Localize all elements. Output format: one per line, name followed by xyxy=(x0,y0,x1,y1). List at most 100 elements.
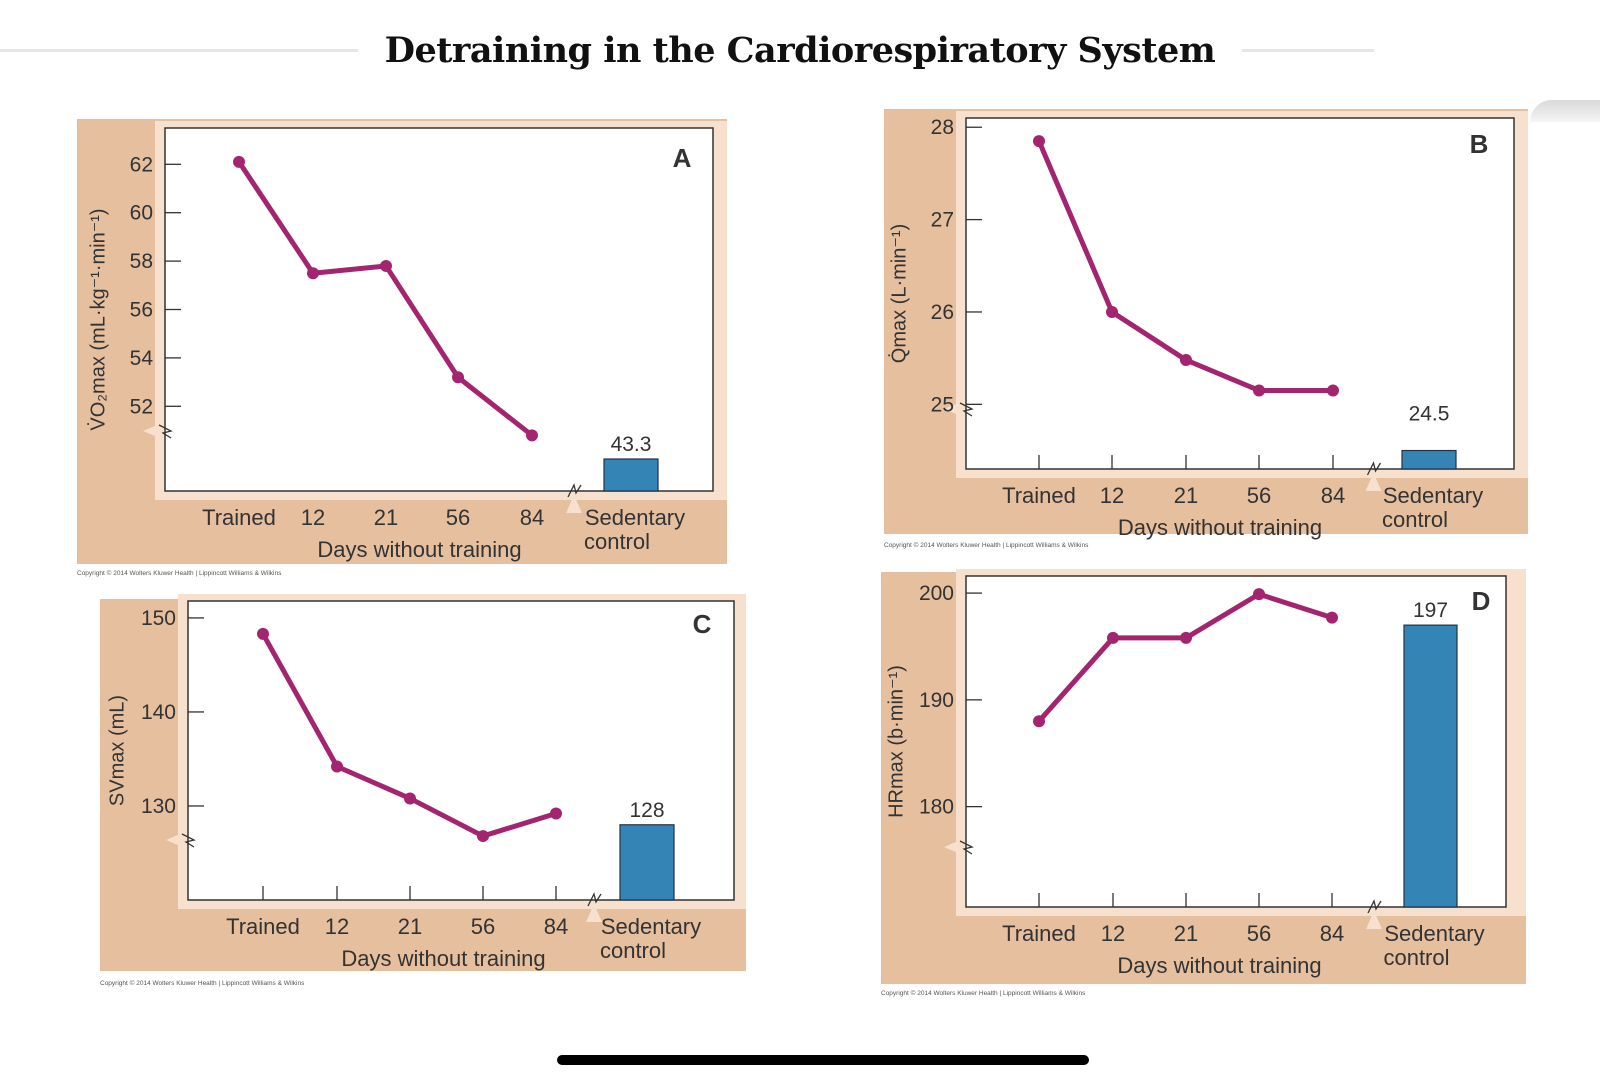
copyright-c: Copyright © 2014 Wolters Kluwer Health |… xyxy=(100,980,305,987)
data-point xyxy=(1107,631,1119,644)
chart-svg-c: 130 140 150 SVmax (mL) Trained 12 21 56 84 Days w… xyxy=(100,594,746,971)
bar-category-label-line1: Sedentary xyxy=(1384,921,1484,946)
data-point xyxy=(1180,631,1192,644)
y-tick-label: 60 xyxy=(130,202,153,225)
bar-category-label-line1: Sedentary xyxy=(585,505,685,530)
title-rule-right xyxy=(1242,49,1374,52)
y-tick-label: 200 xyxy=(919,582,954,605)
y-tick-label: 130 xyxy=(141,795,176,818)
chart-panel-b: 25 26 27 28 Q̇max (L·min⁻¹) Trained 12 21 56 84 Da… xyxy=(884,109,1528,540)
x-axis-break-notch xyxy=(1366,911,1382,929)
chart-panel-a: 52 54 56 58 60 62 V̇O₂max (mL·kg⁻¹·min⁻¹) Train… xyxy=(77,119,727,564)
y-tick-label: 150 xyxy=(141,607,176,630)
y-tick-label: 28 xyxy=(931,116,954,139)
copyright-d: Copyright © 2014 Wolters Kluwer Health |… xyxy=(881,990,1086,997)
y-tick-label: 54 xyxy=(130,347,154,370)
x-axis-label: Days without training xyxy=(1118,515,1322,540)
panel-letter: C xyxy=(693,609,712,639)
bar-value-label: 43.3 xyxy=(611,433,652,456)
y-tick-label: 52 xyxy=(130,395,153,418)
y-tick-label: 180 xyxy=(919,796,954,819)
y-axis-label: V̇O₂max (mL·kg⁻¹·min⁻¹) xyxy=(87,208,109,430)
x-axis-break-icon xyxy=(1366,461,1382,476)
bar-category-label-line1: Sedentary xyxy=(601,914,701,939)
data-point xyxy=(477,830,489,843)
x-tick-label: 12 xyxy=(1101,921,1125,946)
x-tick-label: Trained xyxy=(202,505,276,530)
x-axis-break-icon xyxy=(1367,899,1382,914)
data-point xyxy=(1253,588,1265,601)
copyright-a: Copyright © 2014 Wolters Kluwer Health |… xyxy=(77,570,282,577)
sedentary-control-bar xyxy=(1401,449,1457,470)
y-axis-break-notch xyxy=(944,839,963,855)
x-tick-label: 21 xyxy=(374,505,398,530)
x-tick-label: Trained xyxy=(1002,483,1076,508)
home-indicator-bar[interactable] xyxy=(557,1055,1089,1065)
sedentary-control-bar xyxy=(1403,624,1458,908)
y-axis-break-notch xyxy=(143,423,162,439)
y-axis-break-icon xyxy=(959,840,974,855)
chart-svg-d: 180 190 200 HRmax (b·min⁻¹) Trained 12 21 56 84 D… xyxy=(881,569,1526,984)
bar-value-label: 128 xyxy=(629,799,664,822)
data-point xyxy=(307,267,319,280)
data-point xyxy=(452,371,464,384)
panel-letter: D xyxy=(1472,586,1491,616)
x-tick-label: 21 xyxy=(1174,483,1198,508)
x-tick-label: Trained xyxy=(226,914,300,939)
data-point xyxy=(257,627,269,640)
data-point xyxy=(1253,384,1265,397)
panel-letter: A xyxy=(673,143,692,173)
x-tick-label: 84 xyxy=(520,505,544,530)
x-tick-label: 56 xyxy=(1247,921,1271,946)
x-tick-label: 12 xyxy=(325,914,349,939)
chart-svg-b: 25 26 27 28 Q̇max (L·min⁻¹) Trained 12 21 56 84 Da… xyxy=(884,109,1528,540)
y-axis-label: Q̇max (L·min⁻¹) xyxy=(888,224,910,363)
x-tick-label: 56 xyxy=(471,914,495,939)
x-tick-label: 84 xyxy=(544,914,568,939)
y-tick-label: 58 xyxy=(130,250,153,273)
page-curl-decoration xyxy=(1530,100,1600,122)
data-point xyxy=(1106,305,1118,318)
data-point xyxy=(1327,384,1339,397)
x-tick-label: 12 xyxy=(301,505,325,530)
x-tick-label: 21 xyxy=(1174,921,1198,946)
y-axis-break-icon xyxy=(158,424,173,439)
panel-letter: B xyxy=(1470,129,1489,159)
x-axis-break-icon xyxy=(567,483,582,498)
y-tick-label: 62 xyxy=(130,153,153,176)
x-axis-break-icon xyxy=(587,892,602,907)
x-tick-label: 56 xyxy=(1247,483,1271,508)
x-tick-label: Trained xyxy=(1002,921,1076,946)
y-axis-break-notch xyxy=(944,401,963,417)
data-point xyxy=(526,429,538,442)
y-tick-label: 190 xyxy=(919,689,954,712)
x-axis-label: Days without training xyxy=(341,946,545,971)
x-tick-label: 12 xyxy=(1100,483,1124,508)
y-tick-label: 25 xyxy=(931,393,954,416)
data-point xyxy=(1326,611,1338,624)
x-axis-label: Days without training xyxy=(317,537,521,562)
data-point xyxy=(380,259,392,272)
bar-category-label-line2: control xyxy=(1383,945,1449,970)
bar-category-label-line2: control xyxy=(584,529,650,554)
copyright-b: Copyright © 2014 Wolters Kluwer Health |… xyxy=(884,542,1089,549)
y-axis-break-notch xyxy=(166,832,185,848)
y-tick-label: 56 xyxy=(130,299,153,322)
title-rule-left xyxy=(0,49,358,52)
data-point xyxy=(331,760,343,773)
y-tick-label: 26 xyxy=(931,301,954,324)
y-tick-label: 140 xyxy=(141,701,176,724)
bar-category-label-line1: Sedentary xyxy=(1383,483,1483,508)
bar-category-label-line2: control xyxy=(1382,507,1448,532)
x-tick-label: 56 xyxy=(446,505,470,530)
x-axis-break-notch xyxy=(566,495,582,513)
x-axis-label: Days without training xyxy=(1117,953,1321,978)
y-axis-break-icon xyxy=(181,833,196,848)
sedentary-control-bar xyxy=(603,458,659,492)
data-point xyxy=(1180,354,1192,367)
y-tick-label: 27 xyxy=(931,209,954,232)
data-point xyxy=(233,155,245,168)
slide-title: Detraining in the Cardiorespiratory Syst… xyxy=(384,30,1216,71)
x-axis-break-notch xyxy=(586,904,602,922)
data-point xyxy=(550,807,562,820)
